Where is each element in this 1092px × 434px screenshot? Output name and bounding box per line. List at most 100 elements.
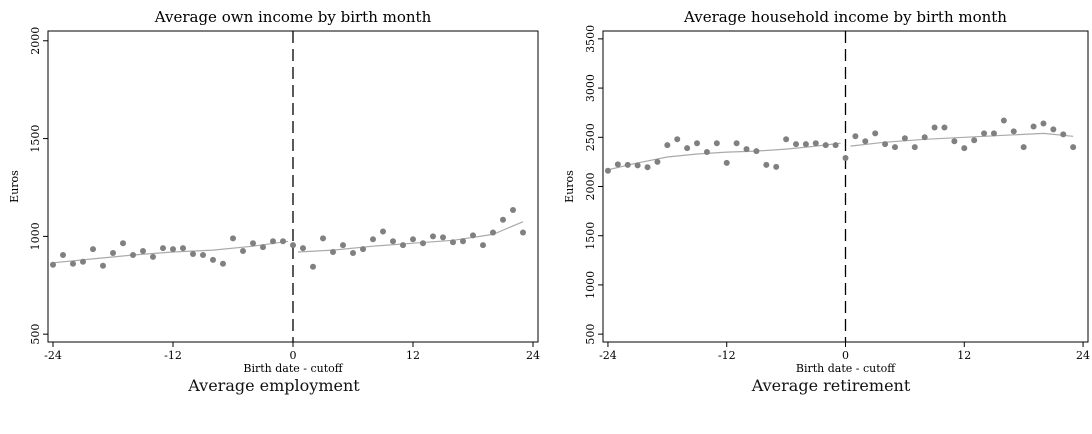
data-point [190,250,196,257]
x-axis-label: Birth date - cutoff [796,362,896,375]
data-point [110,250,116,257]
x-tick-label: -24 [44,349,62,362]
chart-title: Average household income by birth month [683,8,1007,26]
data-point [260,244,266,251]
data-point [802,141,809,148]
data-point [310,263,316,270]
y-axis-label: Euros [563,170,576,203]
data-point [931,124,938,131]
data-point [60,251,66,258]
data-point [1010,128,1017,135]
data-point [694,140,701,147]
data-point [832,142,839,149]
data-point [140,248,146,255]
data-point [340,242,346,249]
data-point [1040,120,1047,127]
data-point [1000,117,1007,124]
data-point [614,161,621,168]
data-point [160,245,166,252]
data-point [941,124,948,131]
data-point [370,236,376,243]
x-tick-label: 12 [406,349,420,362]
data-point [763,161,770,168]
data-point [951,138,958,145]
data-point [604,167,611,174]
data-point [240,248,246,255]
data-point [490,229,496,236]
data-point [1020,144,1027,151]
data-point [360,246,366,253]
y-axis-label: Euros [8,170,21,203]
fit-curve-right [297,221,524,253]
data-point [100,262,106,269]
data-point [634,162,641,169]
data-point [971,137,978,144]
data-point [882,141,889,148]
data-point [230,235,236,242]
data-point [773,163,780,170]
data-point [450,239,456,246]
x-tick-label: -24 [599,349,617,362]
y-tick-label: 1000 [29,222,42,250]
fit-curve-left [607,142,841,171]
data-point [713,140,720,147]
data-point [440,234,446,241]
x-axis-label: Birth date - cutoff [243,362,343,375]
data-point [150,253,156,260]
data-point [290,242,296,249]
x-tick-label: 0 [842,349,849,362]
y-tick-label: 1500 [584,222,597,250]
data-point [90,246,96,253]
data-point [654,158,661,165]
data-point [862,138,869,145]
data-point [380,228,386,235]
data-point [822,142,829,149]
data-point [50,261,56,268]
data-point [280,238,286,245]
data-point [500,216,506,223]
data-point [644,164,651,171]
data-point [921,134,928,141]
data-point [120,240,126,247]
x-tick-label: 0 [290,349,297,362]
data-point [1030,123,1037,130]
data-point [664,142,671,149]
caption-right: Average retirement [751,376,911,395]
x-tick-label: -12 [164,349,182,362]
data-point [250,240,256,247]
x-tick-label: 12 [957,349,971,362]
y-tick-label: 2500 [584,123,597,151]
data-point [911,144,918,151]
data-point [170,246,176,253]
data-point [410,236,416,243]
y-tick-label: 1000 [584,271,597,299]
data-point [430,233,436,240]
data-point [390,238,396,245]
data-point [674,136,681,143]
data-point [1060,131,1067,138]
data-point [320,235,326,242]
data-point [684,145,691,152]
y-tick-label: 2000 [29,27,42,55]
data-point [723,159,730,166]
y-tick-label: 2000 [584,173,597,201]
data-point [470,232,476,239]
data-point [480,242,486,249]
data-point [981,130,988,137]
data-point [961,145,968,152]
data-point [520,229,526,236]
data-point [350,250,356,257]
data-point [330,249,336,256]
data-point [812,140,819,147]
data-point [624,161,631,168]
y-tick-label: 3000 [584,74,597,102]
data-point [990,130,997,137]
data-point [891,144,898,151]
data-point [270,238,276,245]
data-point [703,149,710,156]
x-tick-label: -12 [718,349,736,362]
data-point [733,140,740,147]
data-point [210,256,216,263]
data-point [400,242,406,249]
